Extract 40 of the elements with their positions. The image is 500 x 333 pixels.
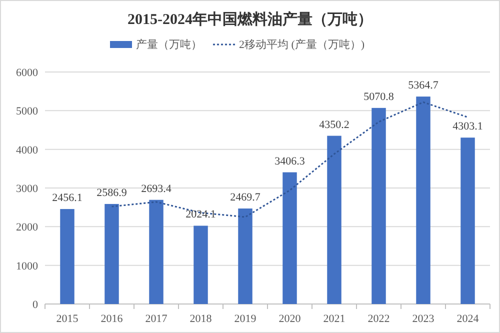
bar [60, 209, 74, 304]
bar [104, 204, 119, 304]
bar [460, 138, 475, 304]
bar [372, 108, 386, 304]
y-tick-label: 6000 [16, 67, 38, 79]
data-label: 2469.7 [230, 192, 261, 204]
x-tick-label: 2020 [278, 313, 302, 325]
data-label: 2456.1 [52, 192, 82, 204]
x-tick-label: 2022 [368, 313, 390, 325]
x-tick-label: 2017 [145, 313, 168, 325]
x-tick-label: 2019 [234, 313, 257, 325]
data-label: 5070.8 [364, 90, 394, 103]
data-label: 5364.7 [408, 80, 439, 92]
data-label: 2586.9 [96, 186, 128, 199]
legend-label: 2移动平均 (产量（万吨）) [239, 38, 365, 51]
y-tick-label: 3000 [16, 183, 38, 195]
bar [416, 96, 430, 304]
y-tick-label: 4000 [16, 144, 38, 156]
x-tick-label: 2024 [456, 313, 480, 325]
bar [149, 200, 164, 304]
bar [282, 172, 297, 304]
y-tick-label: 1000 [16, 260, 38, 272]
y-tick-label: 5000 [16, 106, 38, 118]
y-tick-label: 2000 [16, 222, 38, 234]
data-label: 2693.4 [141, 182, 172, 195]
x-tick-label: 2015 [56, 313, 79, 325]
bar [194, 226, 208, 304]
x-tick-label: 2016 [100, 313, 124, 325]
x-tick-label: 2021 [323, 313, 346, 325]
x-tick-label: 2023 [412, 313, 435, 325]
chart-title: 2015-2024年中国燃料油产量（万吨） [128, 11, 372, 28]
bar [327, 136, 342, 304]
x-tick-label: 2018 [190, 313, 212, 325]
data-label: 3406.3 [274, 155, 306, 168]
bar [238, 208, 252, 304]
y-tick-label: 0 [32, 299, 38, 311]
data-label: 4303.1 [452, 120, 483, 133]
data-label: 2024.1 [186, 208, 216, 221]
data-label: 4350.2 [319, 118, 350, 131]
legend-label: 产量（万吨） [136, 38, 202, 51]
